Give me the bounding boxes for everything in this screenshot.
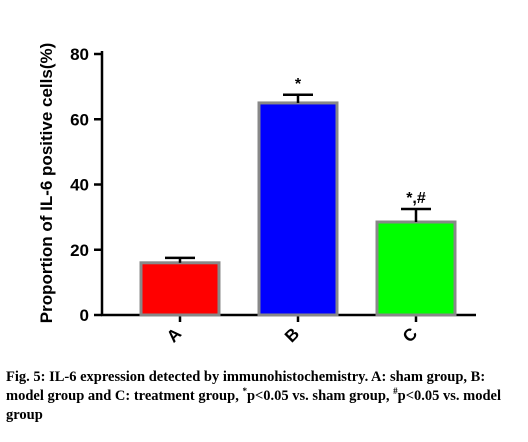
x-axis: A B C xyxy=(101,313,476,346)
y-tick-label: 80 xyxy=(70,45,89,64)
caption-sup-1: * xyxy=(242,386,247,397)
y-tick-label: 60 xyxy=(70,110,89,129)
caption-sup-2: # xyxy=(393,386,398,397)
y-tick-label: 40 xyxy=(70,176,89,195)
x-tick-label-B: B xyxy=(281,324,303,346)
y-tick-label: 20 xyxy=(70,241,89,260)
significance-label-C: *,# xyxy=(406,190,426,207)
figure-caption: Fig. 5: IL-6 expression detected by immu… xyxy=(6,368,522,425)
caption-text-1: IL-6 expression detected by immunohistoc… xyxy=(6,369,486,404)
caption-fig-label: Fig. 5: xyxy=(6,369,46,385)
caption-text-2: p<0.05 vs. sham group, xyxy=(246,388,394,404)
y-axis: 0 20 40 60 80 xyxy=(70,45,104,325)
bar-chart: 0 20 40 60 80 A B C * *,# Proportion of IL-6 po… xyxy=(37,43,476,346)
y-axis-title: Proportion of IL-6 positive cells(%) xyxy=(37,43,56,324)
caption-text-3: p<0.05 vs. model group xyxy=(6,388,501,423)
bars: * *,# xyxy=(139,76,457,317)
x-tick-label-C: C xyxy=(399,324,421,346)
bar-C xyxy=(375,220,457,317)
bar-A xyxy=(139,261,221,317)
significance-label-B: * xyxy=(295,76,302,93)
y-tick-label: 0 xyxy=(80,306,89,325)
bar-B xyxy=(257,101,339,317)
x-tick-label-A: A xyxy=(163,324,185,346)
